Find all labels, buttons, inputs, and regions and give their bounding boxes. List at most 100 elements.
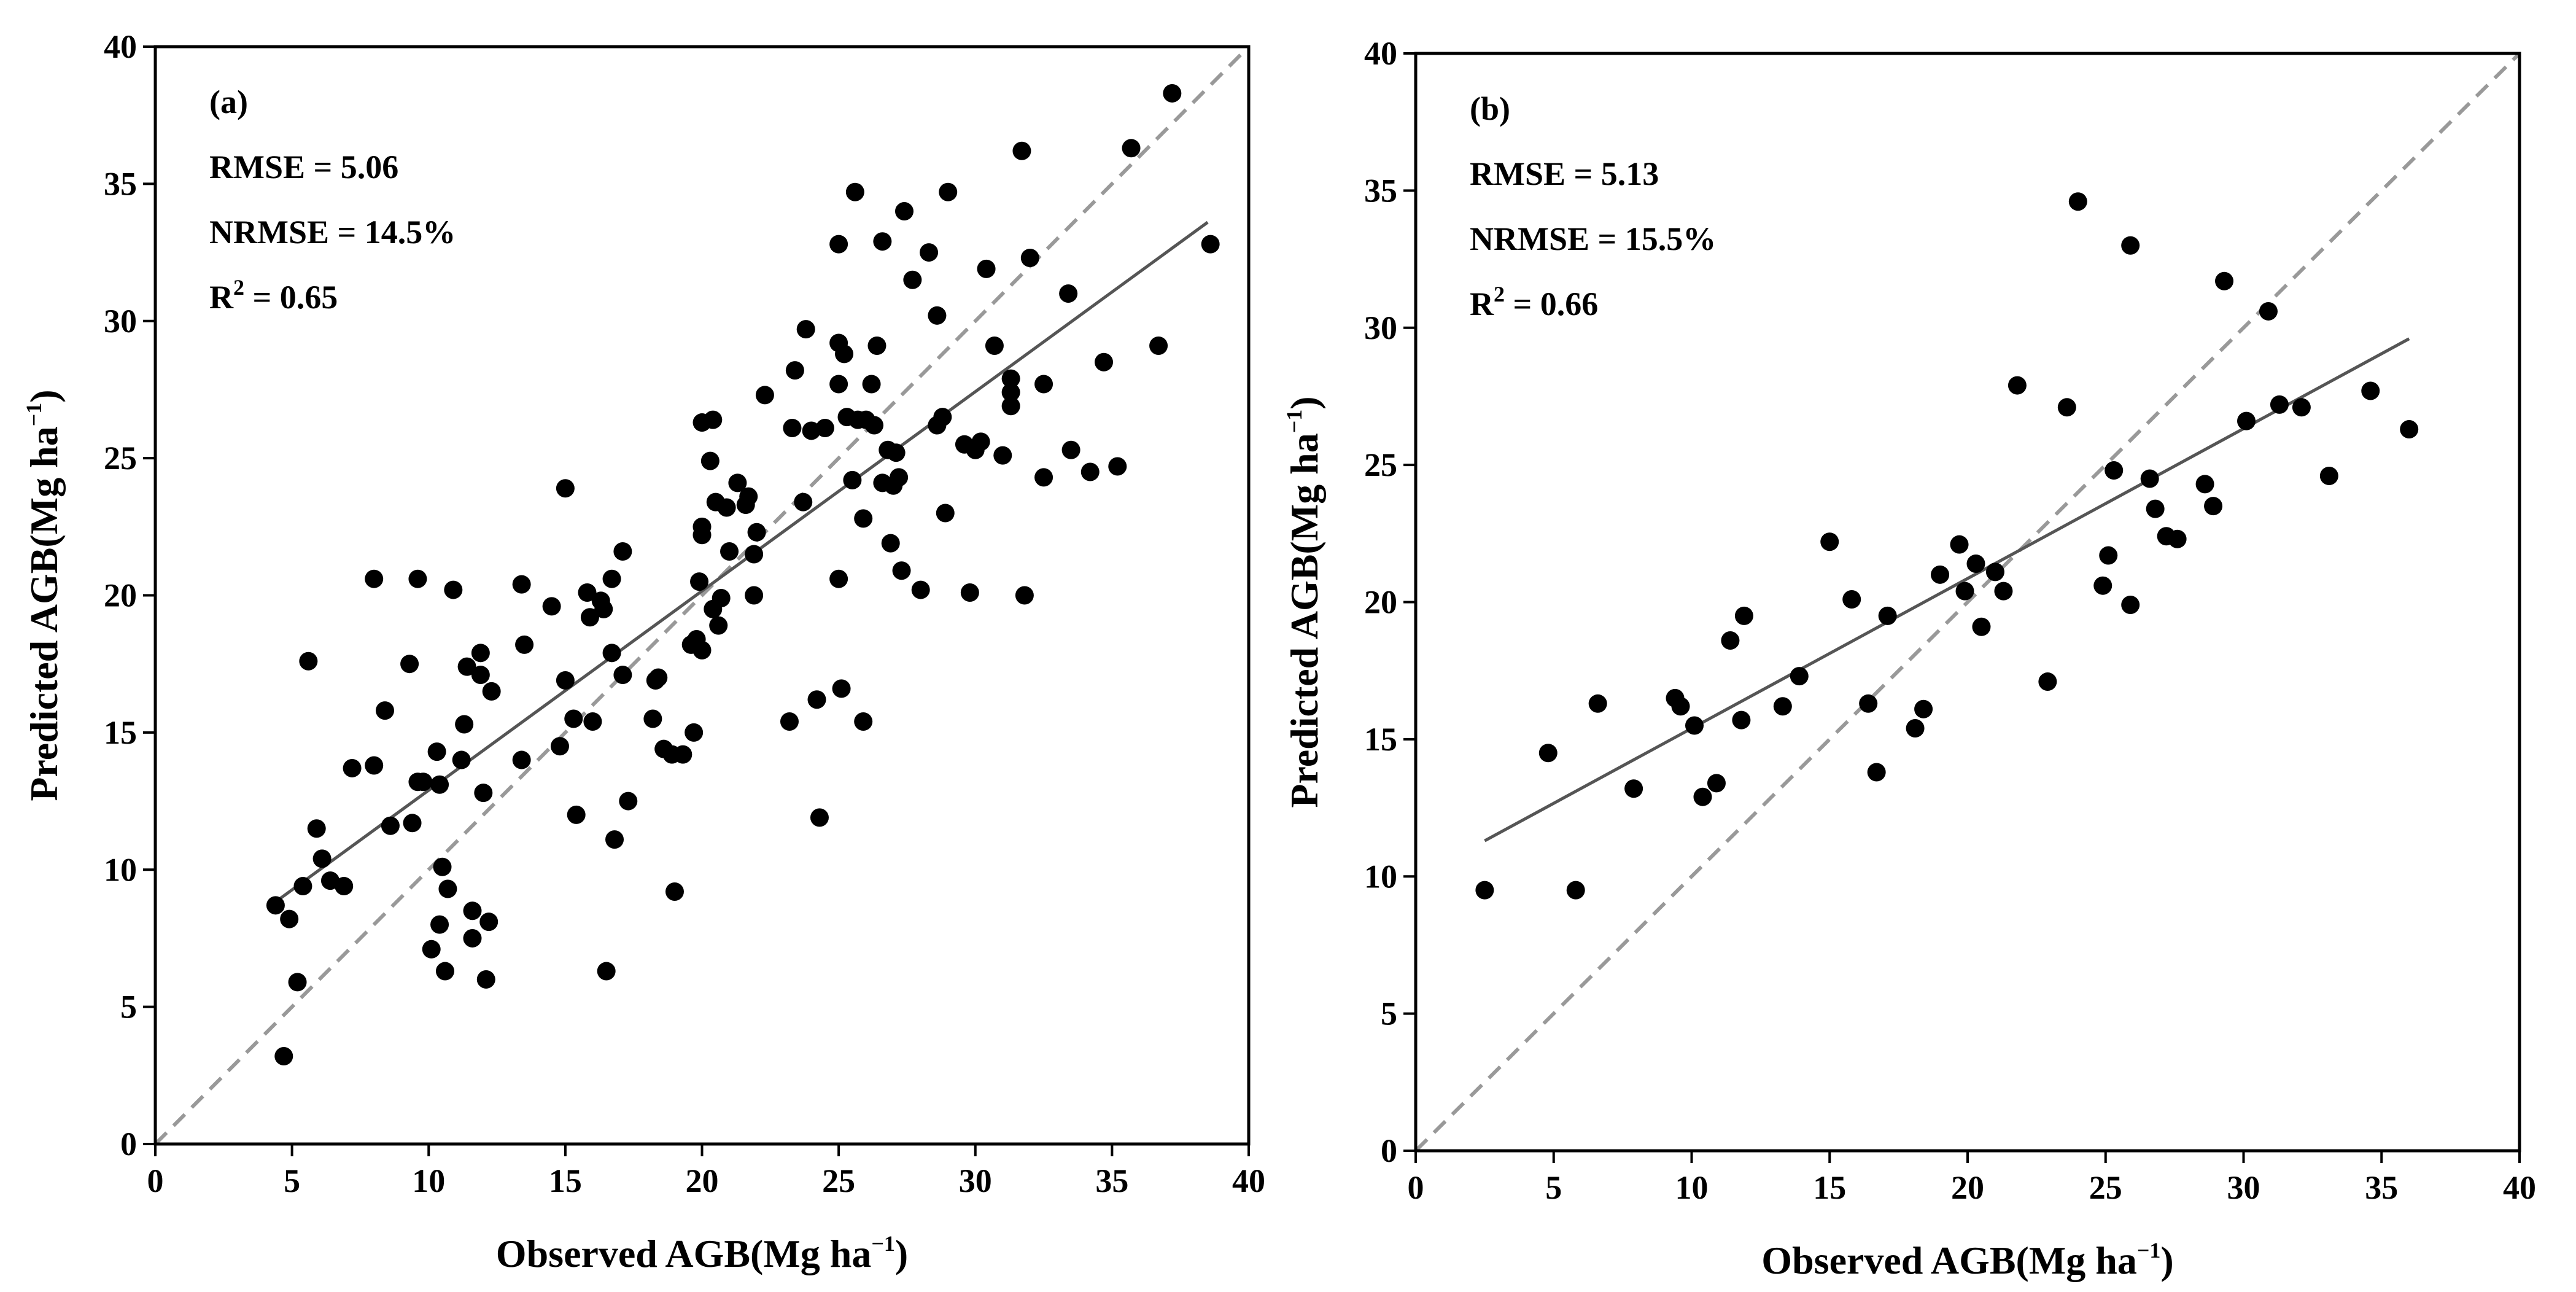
- y-tick-label: 40: [1364, 35, 1397, 72]
- x-tick-label: 0: [1408, 1169, 1424, 1206]
- y-tick-label: 25: [1364, 446, 1397, 483]
- data-point: [427, 742, 446, 761]
- data-point: [894, 202, 914, 221]
- data-point: [815, 418, 834, 437]
- y-tick-label: 5: [1381, 995, 1397, 1032]
- data-point: [865, 416, 884, 435]
- data-point: [1972, 617, 1991, 636]
- y-tick-label: 15: [1364, 721, 1397, 758]
- nrmse-label: NRMSE = 15.5%: [1470, 220, 1716, 257]
- regression-line: [1484, 337, 2410, 843]
- data-point: [933, 408, 952, 427]
- x-tick-label: 15: [1813, 1169, 1846, 1206]
- data-point: [376, 701, 395, 720]
- data-point: [2195, 475, 2214, 494]
- data-point: [2099, 546, 2118, 565]
- data-point: [873, 232, 892, 251]
- data-point: [785, 361, 804, 380]
- data-point: [550, 737, 569, 756]
- y-tick-label: 15: [104, 714, 137, 751]
- data-point: [403, 814, 422, 833]
- data-point: [602, 569, 621, 588]
- data-point: [692, 640, 712, 660]
- data-point: [452, 750, 471, 769]
- data-point: [649, 668, 668, 687]
- data-point: [1950, 535, 1969, 554]
- data-point: [1012, 141, 1031, 160]
- data-point: [700, 451, 720, 470]
- data-point: [299, 652, 318, 671]
- data-point: [911, 580, 930, 599]
- data-point: [796, 320, 815, 339]
- data-point: [920, 243, 939, 262]
- data-point: [977, 259, 996, 278]
- data-point: [643, 709, 662, 728]
- data-point: [435, 962, 454, 981]
- y-tick-label: 20: [104, 577, 137, 614]
- data-point: [854, 712, 873, 731]
- data-point: [690, 572, 709, 591]
- data-point: [430, 775, 449, 794]
- panel-label: (a): [209, 84, 248, 120]
- data-point: [728, 473, 747, 492]
- data-point: [444, 580, 463, 599]
- data-point: [1773, 697, 1792, 716]
- data-point: [881, 534, 900, 553]
- data-point: [463, 928, 482, 948]
- data-point: [783, 418, 802, 437]
- data-point: [829, 375, 848, 394]
- data-point: [2068, 192, 2087, 211]
- data-point: [829, 235, 848, 254]
- data-point: [605, 830, 624, 849]
- data-point: [810, 808, 829, 827]
- data-point: [709, 616, 728, 635]
- data-point: [745, 586, 764, 605]
- data-point: [430, 915, 449, 934]
- data-point: [1985, 562, 2004, 582]
- data-point: [580, 608, 599, 627]
- y-tick-label: 40: [104, 28, 137, 65]
- panel-b-scatter-plot: 0 5 10 15 20 25 30 35 40 0 5 10 15 20 25 30 35 40 (b) RMSE …: [1282, 35, 2536, 1282]
- data-point: [266, 896, 285, 915]
- data-point: [1001, 383, 1020, 402]
- x-tick-label: 40: [1232, 1162, 1265, 1199]
- data-point: [2361, 381, 2380, 400]
- data-point: [1059, 284, 1078, 303]
- panel-label: (b): [1470, 90, 1510, 127]
- data-point: [1588, 694, 1607, 713]
- data-point: [1878, 606, 1897, 625]
- data-point: [1108, 457, 1127, 476]
- data-point: [2121, 236, 2140, 255]
- y-axis-label: Predicted AGB(Mg ha−1): [21, 389, 66, 801]
- data-point: [862, 375, 881, 394]
- data-point: [993, 446, 1012, 465]
- data-point: [845, 182, 864, 201]
- panel-a-scatter-plot: 0 5 10 15 20 25 30 35 40 0 5 10 15 20 25 30 35 40 (a) RMSE …: [21, 28, 1265, 1275]
- data-point: [886, 443, 906, 462]
- data-point: [928, 306, 947, 325]
- x-tick-label: 25: [822, 1162, 855, 1199]
- data-point: [1685, 716, 1704, 735]
- x-tick-label: 20: [1951, 1169, 1984, 1206]
- x-tick-label: 25: [2089, 1169, 2122, 1206]
- data-point: [594, 599, 613, 618]
- data-point: [455, 715, 474, 734]
- data-point: [476, 970, 495, 989]
- data-point: [745, 545, 764, 564]
- data-point: [335, 877, 354, 896]
- data-point: [832, 679, 851, 698]
- x-tick-label: 5: [1545, 1169, 1562, 1206]
- data-point: [1820, 532, 1839, 551]
- data-point: [433, 857, 452, 876]
- rmse-label: RMSE = 5.13: [1470, 155, 1659, 192]
- data-point: [463, 901, 482, 920]
- regression-line: [277, 220, 1209, 901]
- data-point: [1001, 397, 1020, 416]
- data-point: [619, 792, 638, 811]
- r-squared-label: R2 = 0.65: [209, 275, 338, 316]
- data-point: [903, 270, 922, 289]
- data-point: [1955, 582, 1974, 601]
- data-point: [1015, 586, 1034, 605]
- data-point: [1732, 710, 1751, 730]
- data-point: [474, 784, 493, 803]
